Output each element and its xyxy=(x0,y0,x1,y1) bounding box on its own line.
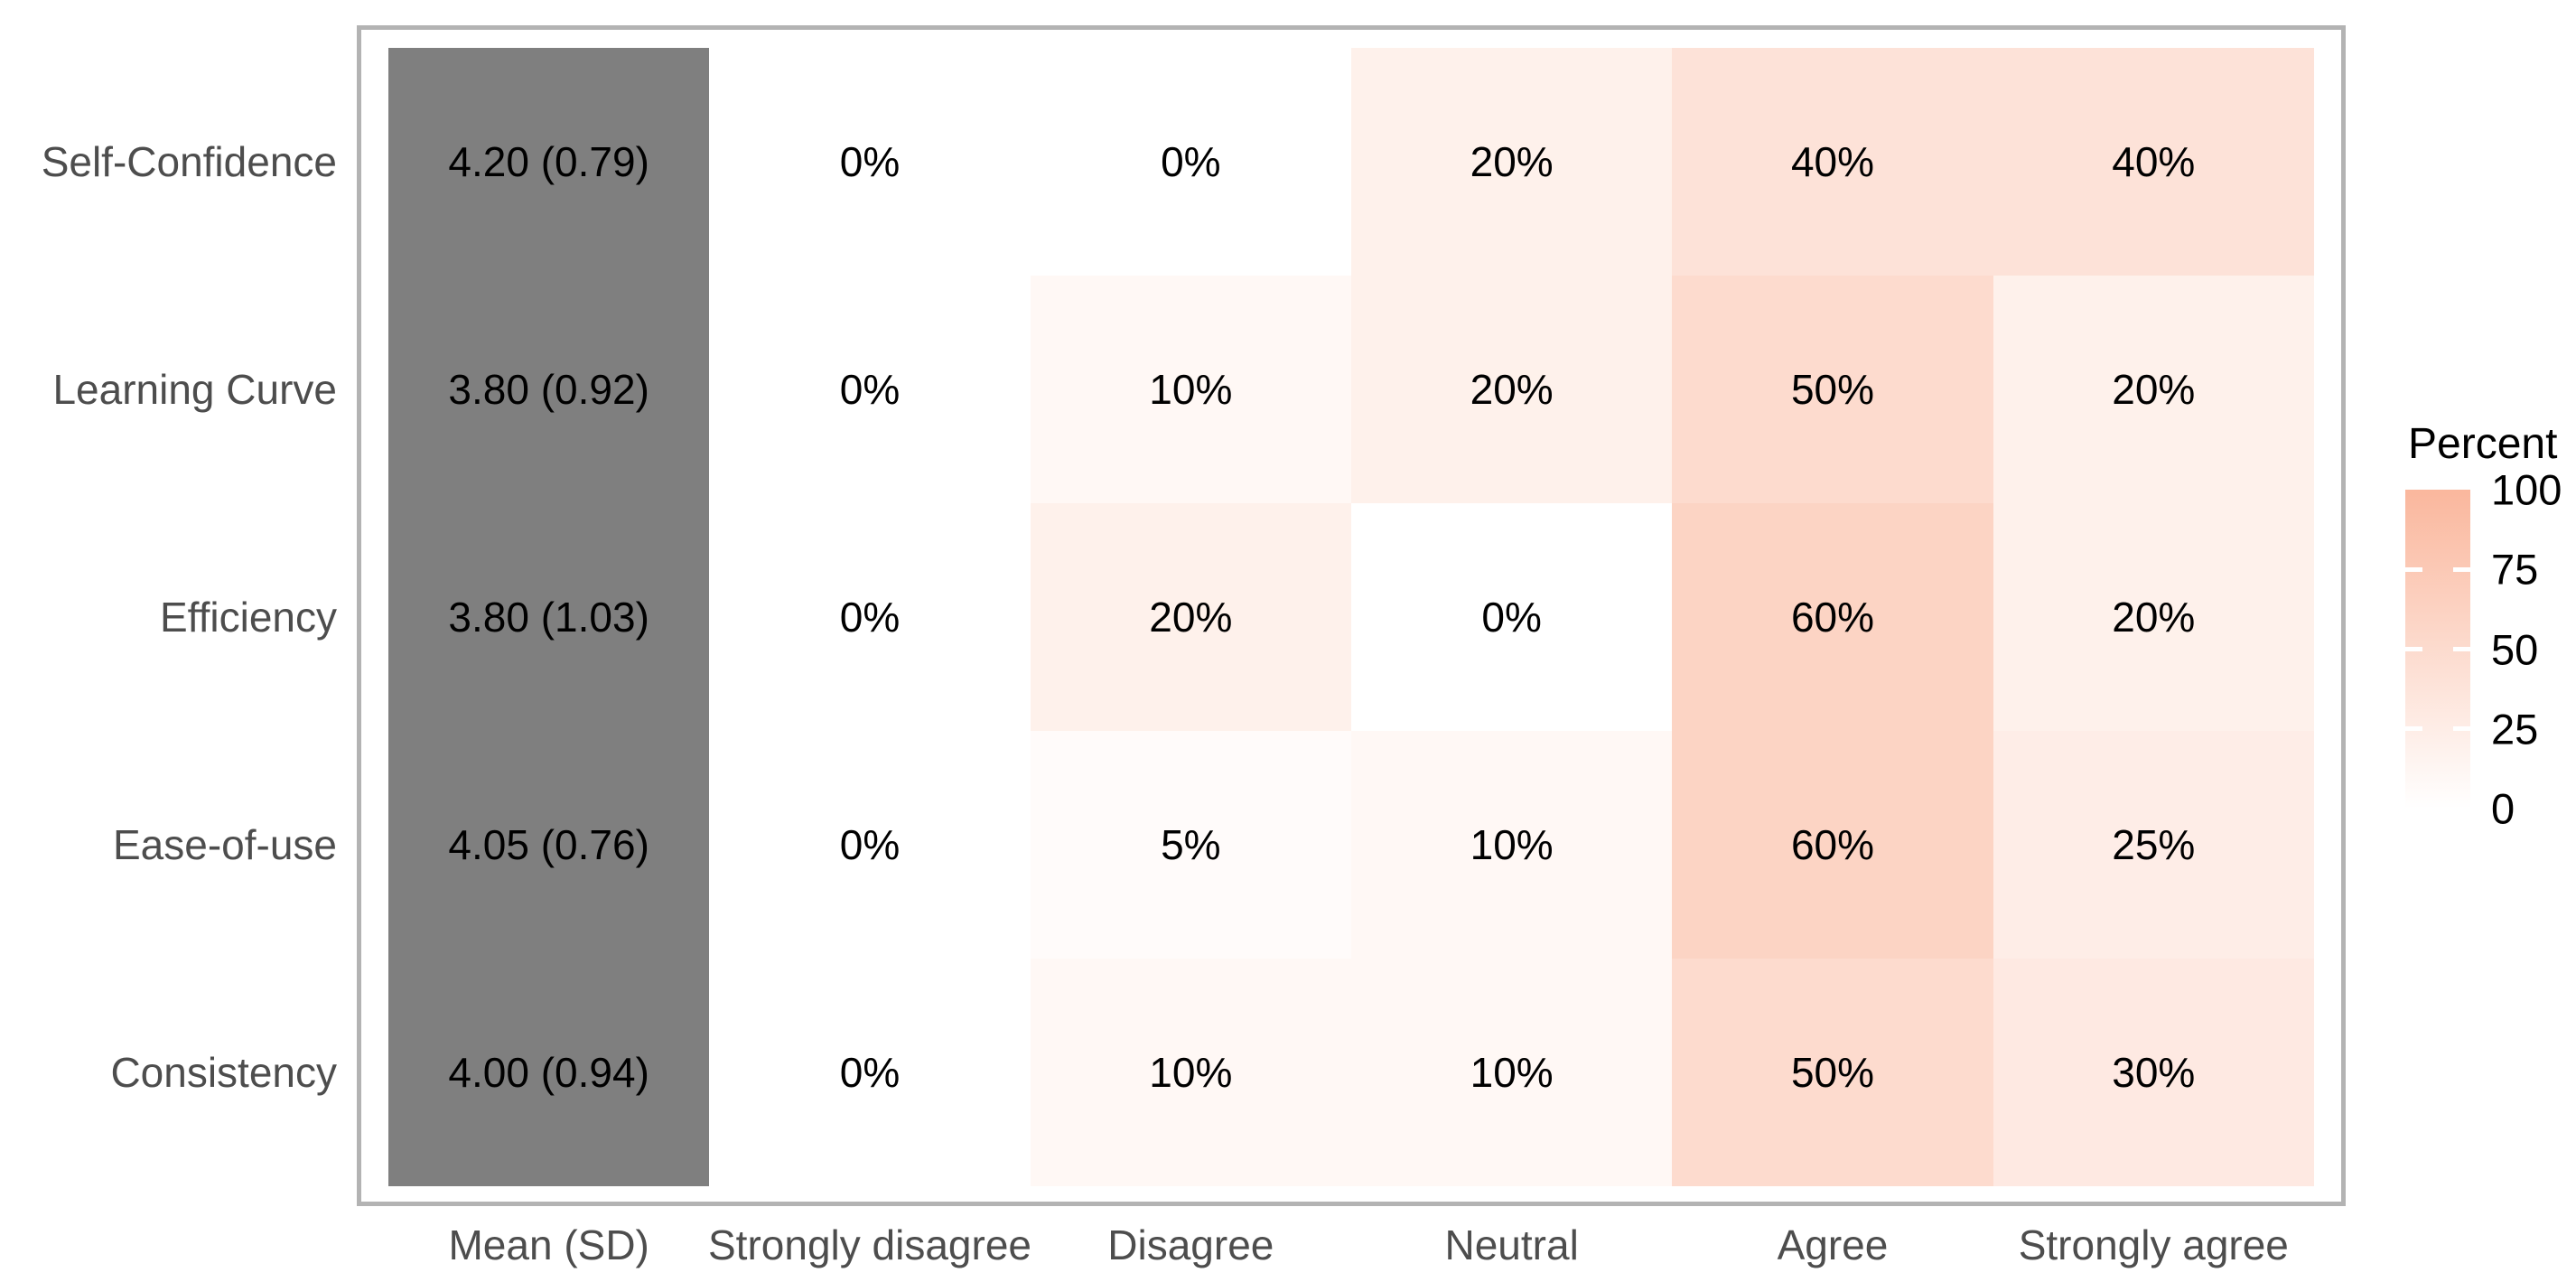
heatmap-cell-percent: 10% xyxy=(1030,276,1351,503)
x-axis-label: Agree xyxy=(1777,1221,1889,1268)
legend-tick-label: 0 xyxy=(2491,784,2515,833)
y-axis-label: Learning Curve xyxy=(52,366,337,413)
legend-tick-notch xyxy=(2405,647,2422,651)
heatmap-cell-mean-sd: 4.05 (0.76) xyxy=(388,731,710,959)
x-axis-label: Disagree xyxy=(1107,1221,1274,1268)
legend-tick-label: 75 xyxy=(2491,545,2539,594)
legend-tick-notch xyxy=(2405,726,2422,732)
legend-tick-notch xyxy=(2453,566,2470,572)
heatmap-cell-percent: 50% xyxy=(1672,276,1993,503)
y-axis-label: Ease-of-use xyxy=(112,821,337,868)
legend-title: Percent xyxy=(2408,420,2558,468)
heatmap-cell-mean-sd: 3.80 (1.03) xyxy=(388,503,710,731)
heatmap-cell-percent: 25% xyxy=(1993,731,2314,959)
heatmap-cell-percent: 0% xyxy=(1030,48,1351,276)
heatmap-cell-mean-sd: 3.80 (0.92) xyxy=(388,276,710,503)
y-axis-label: Self-Confidence xyxy=(41,138,337,185)
heatmap-cell-percent: 10% xyxy=(1350,959,1673,1186)
heatmap-cell-percent: 30% xyxy=(1993,959,2314,1186)
x-axis-label: Strongly disagree xyxy=(708,1221,1031,1268)
legend-gradient-bar xyxy=(2405,490,2470,809)
legend-tick-notch xyxy=(2405,566,2422,572)
heatmap-cell-percent: 10% xyxy=(1030,959,1351,1186)
heatmap-cell-percent: 50% xyxy=(1672,959,1993,1186)
legend-tick-notch xyxy=(2453,647,2470,651)
heatmap-cell-percent: 20% xyxy=(1993,276,2314,503)
heatmap-grid: 4.20 (0.79) 0% 0% 20% 40% 40% 3.80 (0.92) 0% 10%… xyxy=(388,48,2314,1186)
heatmap-cell-percent: 0% xyxy=(709,959,1031,1186)
heatmap-cell-percent: 20% xyxy=(1350,276,1673,503)
heatmap-cell-percent: 0% xyxy=(1350,503,1673,731)
heatmap-cell-percent: 20% xyxy=(1350,48,1673,276)
heatmap-cell-percent: 20% xyxy=(1030,503,1351,731)
heatmap-cell-percent: 0% xyxy=(709,503,1031,731)
plot-panel-border xyxy=(357,25,2346,1206)
heatmap-cell-percent: 60% xyxy=(1672,731,1993,959)
x-axis-label: Mean (SD) xyxy=(448,1221,649,1268)
heatmap-cell-percent: 20% xyxy=(1993,503,2314,731)
heatmap-cell-percent: 10% xyxy=(1350,731,1673,959)
x-axis-label: Strongly agree xyxy=(2018,1221,2289,1268)
heatmap-cell-percent: 40% xyxy=(1993,48,2314,276)
heatmap-cell-percent: 5% xyxy=(1030,731,1351,959)
x-axis-label: Neutral xyxy=(1444,1221,1579,1268)
legend-tick-label: 25 xyxy=(2491,705,2539,753)
heatmap-cell-mean-sd: 4.00 (0.94) xyxy=(388,959,710,1186)
heatmap-cell-mean-sd: 4.20 (0.79) xyxy=(388,48,710,276)
legend-tick-notch xyxy=(2453,726,2470,732)
heatmap-cell-percent: 40% xyxy=(1672,48,1993,276)
y-axis-label: Consistency xyxy=(110,1049,337,1096)
heatmap-cell-percent: 60% xyxy=(1672,503,1993,731)
y-axis-label: Efficiency xyxy=(159,594,337,641)
heatmap-cell-percent: 0% xyxy=(709,731,1031,959)
heatmap-cell-percent: 0% xyxy=(709,276,1031,503)
legend-tick-label: 50 xyxy=(2491,625,2539,673)
legend-tick-label: 100 xyxy=(2491,465,2562,514)
heatmap-cell-percent: 0% xyxy=(709,48,1031,276)
